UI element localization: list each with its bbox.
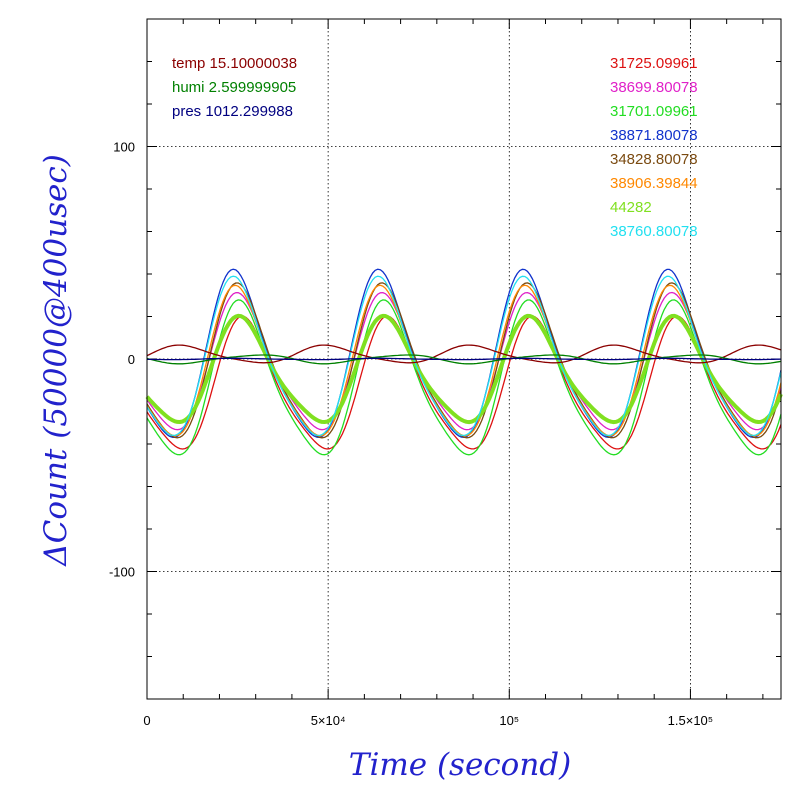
legend-entry-right: 38699.80078 xyxy=(610,79,698,96)
series-lines xyxy=(145,268,783,456)
legend-entry-left: humi 2.599999905 xyxy=(172,79,296,96)
legend-entry-right: 31701.09961 xyxy=(610,103,698,120)
legend-entry-right: 38906.39844 xyxy=(610,175,698,192)
legend-entry-right: 31725.09961 xyxy=(610,55,698,72)
series-line xyxy=(146,275,782,437)
plot-frame xyxy=(146,18,782,700)
legend-entry-right: 34828.80078 xyxy=(610,151,698,168)
y-tick-label: 100 xyxy=(113,140,135,155)
x-tick-label: 10⁵ xyxy=(499,713,519,728)
y-axis-title: ΔCount (50000@400usec) xyxy=(38,154,74,567)
legend-entry-right: 44282 xyxy=(610,199,652,216)
series-line xyxy=(146,354,782,365)
x-tick-label: 0 xyxy=(143,713,150,728)
x-axis-title: Time (second) xyxy=(349,747,571,783)
series-line xyxy=(146,299,782,456)
y-tick-label: -100 xyxy=(109,565,135,580)
x-tick-label: 5×10⁴ xyxy=(311,713,346,728)
series-line xyxy=(146,344,782,364)
tick-labels: 0 5×10⁴ 10⁵ 1.5×10⁵ 100 0 -100 xyxy=(109,140,713,729)
x-tick-label: 1.5×10⁵ xyxy=(668,713,714,728)
legend-entry-left: temp 15.10000038 xyxy=(172,55,297,72)
series-line xyxy=(146,282,782,439)
legend-entry-right: 38871.80078 xyxy=(610,127,698,144)
legend: temp 15.10000038 humi 2.599999905 pres 101… xyxy=(172,55,698,240)
y-tick-label: 0 xyxy=(128,352,135,367)
series-line xyxy=(147,357,782,361)
legend-entry-left: pres 1012.299988 xyxy=(172,103,293,120)
series-line xyxy=(145,313,783,425)
legend-entry-right: 38760.80078 xyxy=(610,223,698,240)
